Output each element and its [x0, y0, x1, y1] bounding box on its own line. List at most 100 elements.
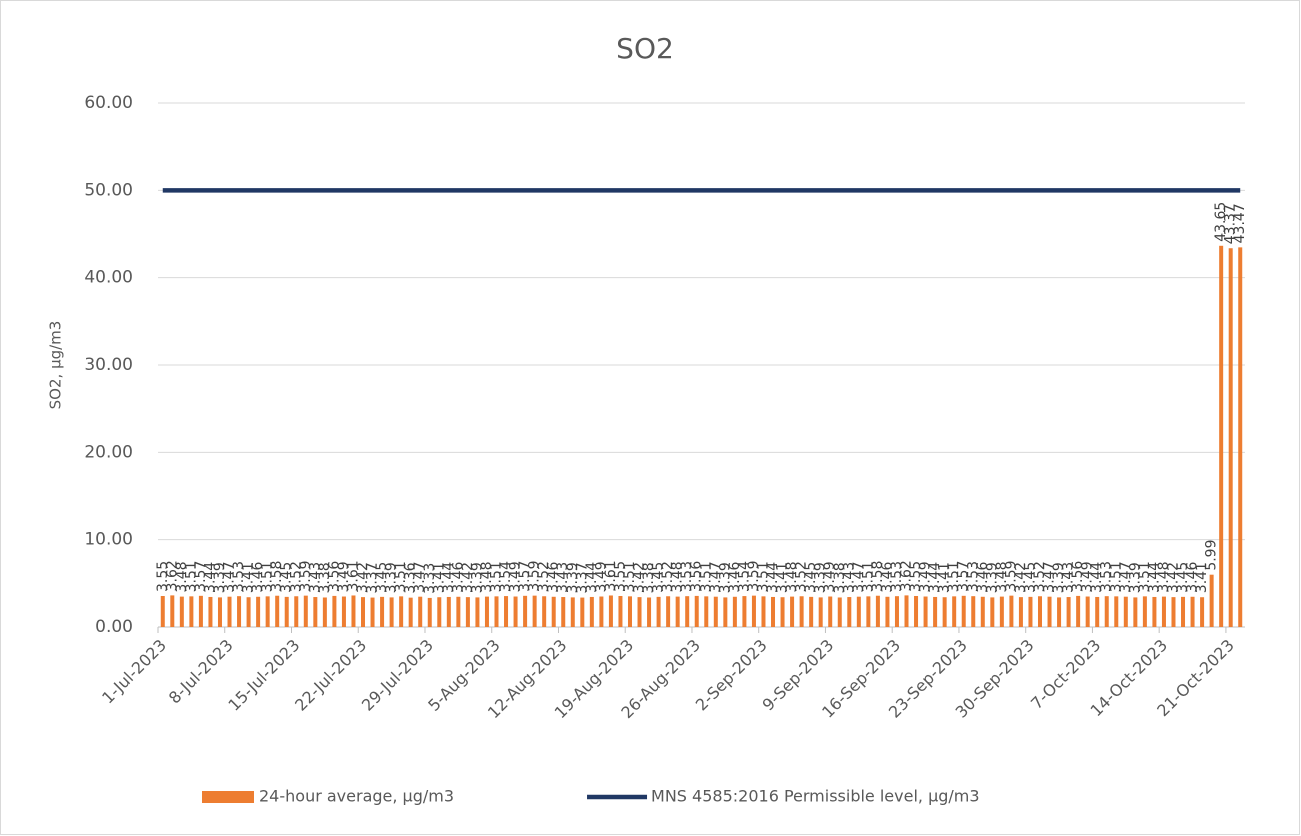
- data-label: 3.58: [870, 561, 886, 592]
- bar: [1076, 595, 1081, 627]
- data-label: 3.49: [1080, 561, 1096, 592]
- data-label: 3.48: [479, 561, 495, 592]
- bar: [513, 596, 518, 627]
- data-label: 3.51: [698, 561, 714, 592]
- data-label: 3.47: [1042, 562, 1058, 593]
- bar: [742, 596, 747, 627]
- data-label: 3.61: [603, 560, 619, 591]
- bar: [1152, 596, 1157, 627]
- data-label: 3.49: [918, 561, 934, 592]
- data-label: 3.44: [765, 562, 781, 593]
- data-label: 3.39: [565, 562, 581, 593]
- bar: [1238, 247, 1243, 627]
- bar: [818, 597, 823, 627]
- data-label: 3.44: [927, 562, 943, 593]
- data-label: 3.43: [307, 562, 323, 593]
- bar: [790, 596, 795, 627]
- data-label: 3.44: [1146, 562, 1162, 593]
- data-label: 3.39: [212, 562, 228, 593]
- data-label: 3.39: [984, 562, 1000, 593]
- data-label: 3.48: [994, 561, 1010, 592]
- bar: [675, 596, 680, 627]
- bar: [189, 596, 194, 627]
- data-label: 3.48: [670, 561, 686, 592]
- data-label: 3.47: [222, 562, 238, 593]
- legend-label: MNS 4585:2016 Permissible level, µg/m3: [651, 787, 980, 806]
- data-label: 3.42: [632, 562, 648, 593]
- data-label: 43.47: [1232, 203, 1248, 243]
- data-label: 3.51: [755, 561, 771, 592]
- data-label: 3.39: [469, 562, 485, 593]
- bar: [351, 595, 356, 627]
- bar: [484, 596, 489, 627]
- data-label: 3.57: [193, 561, 209, 592]
- data-label: 3.46: [250, 562, 266, 593]
- bar: [1123, 596, 1128, 627]
- data-label: 3.54: [736, 561, 752, 592]
- bar: [685, 596, 690, 627]
- bar: [1018, 597, 1023, 627]
- bar: [246, 597, 251, 627]
- data-label: 3.53: [679, 561, 695, 592]
- bar: [771, 596, 776, 627]
- data-label: 3.51: [1137, 561, 1153, 592]
- bar: [542, 596, 547, 627]
- y-tick-label: 60.00: [84, 93, 133, 113]
- bar: [1133, 597, 1138, 627]
- data-label: 3.53: [889, 561, 905, 592]
- data-label: 3.52: [288, 561, 304, 592]
- data-label: 3.44: [202, 562, 218, 593]
- data-label: 3.57: [517, 561, 533, 592]
- data-label: 5.99: [1204, 540, 1220, 571]
- data-label: 3.33: [422, 563, 438, 594]
- bar: [866, 596, 871, 627]
- data-label: 3.41: [241, 562, 257, 593]
- bar: [1200, 597, 1205, 627]
- bar: [656, 596, 661, 627]
- data-label: 3.42: [460, 562, 476, 593]
- bar: [799, 596, 804, 627]
- data-label: 3.55: [612, 561, 628, 592]
- bar: [761, 596, 766, 627]
- bar: [1104, 596, 1109, 627]
- data-label: 3.48: [1156, 561, 1172, 592]
- data-label: 3.39: [717, 562, 733, 593]
- data-label: 3.43: [841, 562, 857, 593]
- data-label: 43.65: [1213, 202, 1229, 242]
- bar: [704, 596, 709, 627]
- bar: [456, 596, 461, 627]
- bar: [647, 597, 652, 627]
- bar: [971, 596, 976, 627]
- data-label: 3.44: [584, 562, 600, 593]
- bar: [627, 596, 632, 627]
- bar: [637, 597, 642, 627]
- y-tick-label: 20.00: [84, 442, 133, 462]
- bar: [713, 596, 718, 627]
- bar: [1095, 596, 1100, 627]
- bar: [904, 595, 909, 627]
- data-label: 3.52: [1032, 561, 1048, 592]
- bar: [256, 596, 261, 627]
- data-label: 3.37: [574, 562, 590, 593]
- bar: [1037, 596, 1042, 627]
- data-label: 3.43: [1061, 562, 1077, 593]
- data-label: 3.45: [651, 562, 667, 593]
- bar: [446, 596, 451, 627]
- data-label: 3.61: [345, 560, 361, 591]
- data-label: 3.51: [260, 561, 276, 592]
- bar: [294, 596, 299, 627]
- data-label: 3.38: [317, 562, 333, 593]
- data-label: 3.46: [879, 562, 895, 593]
- bar: [828, 596, 833, 627]
- bar: [990, 597, 995, 627]
- bar: [551, 596, 556, 627]
- data-label: 3.46: [546, 562, 562, 593]
- data-label: 3.41: [1194, 562, 1210, 593]
- data-label: 3.41: [937, 562, 953, 593]
- data-label: 3.59: [746, 560, 762, 591]
- data-label: 3.45: [374, 562, 390, 593]
- bar: [694, 595, 699, 627]
- data-label: 3.46: [975, 562, 991, 593]
- data-label: 3.42: [1013, 562, 1029, 593]
